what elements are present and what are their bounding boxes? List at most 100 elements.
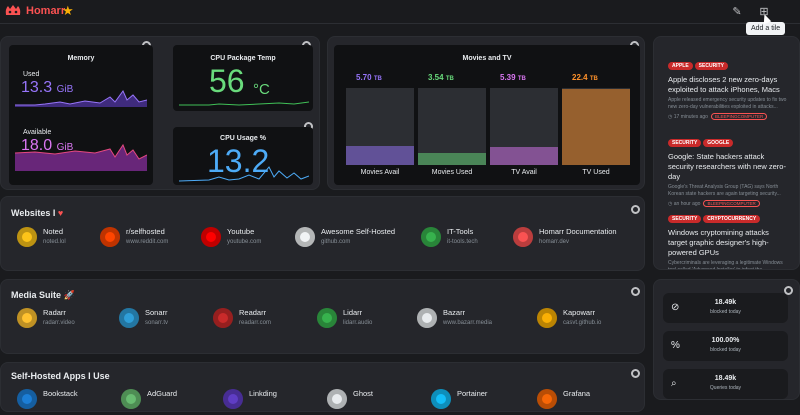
media-suite-card: Media Suite 🚀 Radarr radarr.video Sonarr so… (0, 279, 645, 354)
news-item[interactable]: APPLE SECURITY Apple discloses 2 new zero-… (668, 54, 788, 120)
clock-icon: ◷ (668, 114, 674, 120)
movies-col-value: 22.4 TB (572, 73, 598, 82)
linkding-icon (223, 389, 243, 409)
media-settings-icon[interactable] (631, 287, 640, 296)
news-tag[interactable]: SECURITY (668, 139, 702, 147)
movies-col-value: 5.39 TB (500, 73, 526, 82)
cpu-temp-sparkline (179, 101, 309, 106)
dns-stat-tile: ⊘ 18.49k blocked today (663, 293, 788, 323)
app-url: noted.lol (43, 239, 66, 245)
news-item[interactable]: SECURITY CRYPTOCURRENCY Windows cryptomini… (668, 207, 788, 269)
app-tile-portainer[interactable]: Portainer (431, 385, 531, 415)
self-hosted-title: Self-Hosted Apps I Use (11, 371, 110, 381)
self-hosted-card: Self-Hosted Apps I Use Bookstack AdGuard L… (0, 362, 645, 412)
homarr-logo-icon[interactable] (4, 3, 22, 19)
news-tag[interactable]: GOOGLE (703, 139, 734, 147)
news-title[interactable]: Google: State hackers attack security re… (668, 152, 786, 181)
news-item[interactable]: SECURITY GOOGLE Google: State hackers atta… (668, 131, 788, 207)
app-url: it-tools.tech (447, 239, 478, 245)
app-url: github.com (321, 239, 351, 245)
app-url: casvt.github.io (563, 320, 602, 326)
cpu-usage-sparkline (179, 166, 309, 182)
dns-stat-label: Queries today (709, 385, 742, 391)
news-source[interactable]: BLEEPINGCOMPUTER (703, 200, 760, 207)
movies-col-bar-fill (490, 147, 558, 165)
homarr-icon (513, 227, 533, 247)
app-tile-lidarr[interactable]: Lidarr lidarr.audio (317, 304, 417, 334)
news-tag[interactable]: APPLE (668, 62, 693, 70)
radarr-icon (17, 308, 37, 328)
movies-col-value: 3.54 TB (428, 73, 454, 82)
app-name: Ghost (353, 389, 374, 398)
dns-stat-value: 18.49k (714, 299, 737, 306)
kapowarr-icon (537, 308, 557, 328)
app-tile-readarr[interactable]: Readarr readarr.com (213, 304, 313, 334)
clock-icon: ◷ (668, 201, 674, 207)
movies-tv-panel: Movies and TV 5.70 TB Movies Avail 3.54 TB… (334, 45, 640, 185)
news-description: Google's Threat Analysis Group (TAG) say… (668, 184, 781, 197)
app-name: Youtube (227, 227, 255, 236)
memory-available-value: 18.0 GiB (21, 137, 74, 154)
news-tag[interactable]: SECURITY (668, 215, 702, 223)
app-tile-noted[interactable]: Noted noted.lol (17, 223, 117, 253)
news-tag[interactable]: SECURITY (694, 62, 728, 70)
movies-col-bar-fill (346, 146, 414, 165)
app-url: lidarr.audio (343, 320, 373, 326)
movies-col-label: Movies Used (431, 169, 473, 176)
app-tile-grafana[interactable]: Grafana (537, 385, 637, 415)
cpu-temp-unit: °C (253, 81, 270, 98)
movies-tv-card: Movies and TV 5.70 TB Movies Avail 3.54 TB… (327, 36, 645, 190)
memory-available-sparkline (15, 143, 147, 171)
dns-stat-tile: ⌕ 18.49k Queries today (663, 369, 788, 399)
news-meta: ◷ 17 minutes ago BLEEPINGCOMPUTER (668, 113, 788, 120)
grafana-icon (537, 389, 557, 409)
bazarr-icon (417, 308, 437, 328)
dns-stats-card: ⊘ 18.49k blocked today % 100.00% blocked toda… (653, 279, 800, 400)
app-name: Noted (43, 227, 64, 236)
news-title[interactable]: Apple discloses 2 new zero-days exploite… (668, 75, 780, 94)
youtube-icon (201, 227, 221, 247)
news-meta: ◷ an hour ago BLEEPINGCOMPUTER (668, 200, 788, 207)
app-name: Linkding (249, 389, 277, 398)
edit-mode-off-icon[interactable]: ✎ (732, 6, 742, 18)
news-tag[interactable]: CRYPTOCURRENCY (703, 215, 761, 223)
app-tile-r-selfhosted[interactable]: r/selfhosted www.reddit.com (100, 223, 200, 253)
memory-used-sparkline (15, 90, 147, 107)
heart-icon: ♥ (57, 208, 64, 218)
reddit-icon (100, 227, 120, 247)
app-name: AdGuard (147, 389, 178, 398)
dns-stat-tile: % 100.00% blocked today (663, 331, 788, 361)
app-tile-youtube[interactable]: Youtube youtube.com (201, 223, 301, 253)
app-tile-homarr-documentation[interactable]: Homarr Documentation homarr.dev (513, 223, 617, 253)
dns-settings-icon[interactable] (784, 286, 793, 295)
sonarr-icon (119, 308, 139, 328)
app-tile-awesome-self-hosted[interactable]: Awesome Self-Hosted github.com (295, 223, 395, 253)
app-name: Homarr Documentation (539, 227, 617, 236)
app-tile-ghost[interactable]: Ghost (327, 385, 427, 415)
app-tile-adguard[interactable]: AdGuard (121, 385, 221, 415)
app-tile-sonarr[interactable]: Sonarr sonarr.tv (119, 304, 219, 334)
cpu-usage-title: CPU Usage % (220, 135, 266, 142)
app-url: youtube.com (227, 239, 262, 245)
cpu-temp-value: 56 (209, 63, 245, 99)
app-tile-bazarr[interactable]: Bazarr www.bazarr.media (417, 304, 517, 334)
it-tools-icon (421, 227, 441, 247)
app-tile-linkding[interactable]: Linkding (223, 385, 323, 415)
app-tile-it-tools[interactable]: IT-Tools it-tools.tech (421, 223, 521, 253)
news-time: 17 minutes ago (673, 114, 708, 120)
news-source[interactable]: BLEEPINGCOMPUTER (710, 113, 768, 120)
news-title[interactable]: Windows cryptomining attacks target grap… (668, 228, 769, 257)
self-hosted-settings-icon[interactable] (631, 369, 640, 378)
memory-available-label: Available (23, 129, 52, 136)
app-tile-radarr[interactable]: Radarr radarr.video (17, 304, 117, 334)
movies-col-label: TV Used (582, 169, 610, 176)
app-tile-bookstack[interactable]: Bookstack (17, 385, 117, 415)
rocket-icon: 🚀 (63, 290, 75, 300)
add-tile-icon[interactable]: ⊞ (759, 6, 769, 18)
percent-icon: % (671, 340, 680, 351)
app-url: readarr.com (239, 320, 272, 326)
ghost-icon (327, 389, 347, 409)
brand-title[interactable]: Homarr (26, 5, 66, 17)
app-tile-kapowarr[interactable]: Kapowarr casvt.github.io (537, 304, 637, 334)
websites-settings-icon[interactable] (631, 205, 640, 214)
